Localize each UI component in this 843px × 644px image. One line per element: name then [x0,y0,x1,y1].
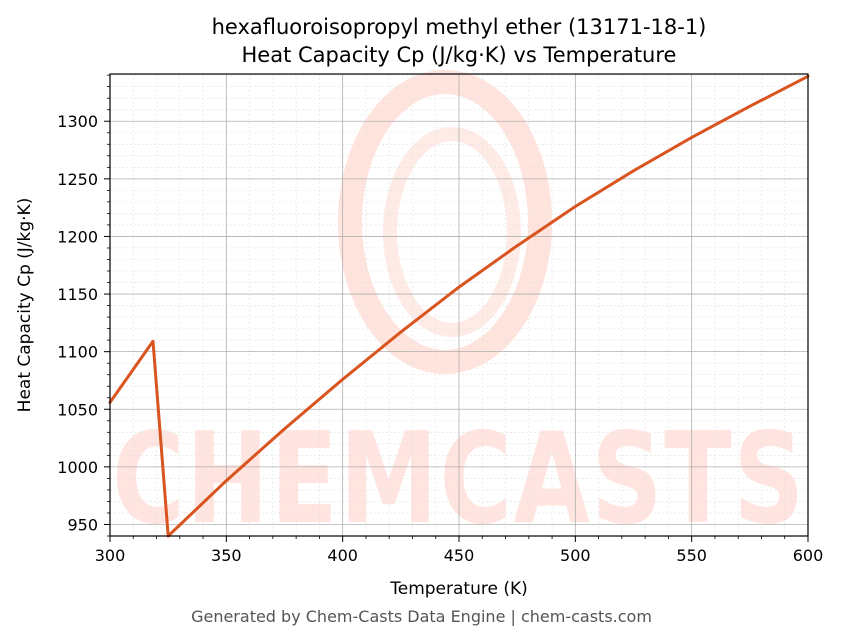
y-tick-label: 1200 [57,227,98,246]
y-tick-label: 1300 [57,112,98,131]
x-tick-label: 500 [560,546,591,565]
y-tick-label: 1000 [57,458,98,477]
watermark-logo [338,70,552,374]
grid-major [109,74,809,536]
ticks [104,74,809,542]
y-tick-label: 950 [67,515,98,534]
x-tick-label: 600 [793,546,824,565]
series-layer [108,74,810,538]
x-tick-label: 300 [95,546,126,565]
tick-labels: 300 350 400 450 500 550 600 950 1000 1050 1100 1150… [57,112,823,565]
footer-credit: Generated by Chem-Casts Data Engine | ch… [191,607,652,626]
chart-title-line-1: hexafluoroisopropyl methyl ether (13171-… [212,15,707,39]
y-tick-label: 1100 [57,343,98,362]
y-tick-label: 1050 [57,400,98,419]
chart-title-line-2: Heat Capacity Cp (J/kg·K) vs Temperature [242,43,677,67]
y-tick-label: 1150 [57,285,98,304]
x-tick-label: 400 [327,546,358,565]
x-tick-label: 450 [444,546,475,565]
series-line [108,74,810,538]
x-axis-label: Temperature (K) [389,579,528,599]
x-tick-label: 550 [676,546,707,565]
y-tick-label: 1250 [57,170,98,189]
x-tick-label: 350 [211,546,242,565]
y-axis-label: Heat Capacity Cp (J/kg·K) [15,198,35,413]
